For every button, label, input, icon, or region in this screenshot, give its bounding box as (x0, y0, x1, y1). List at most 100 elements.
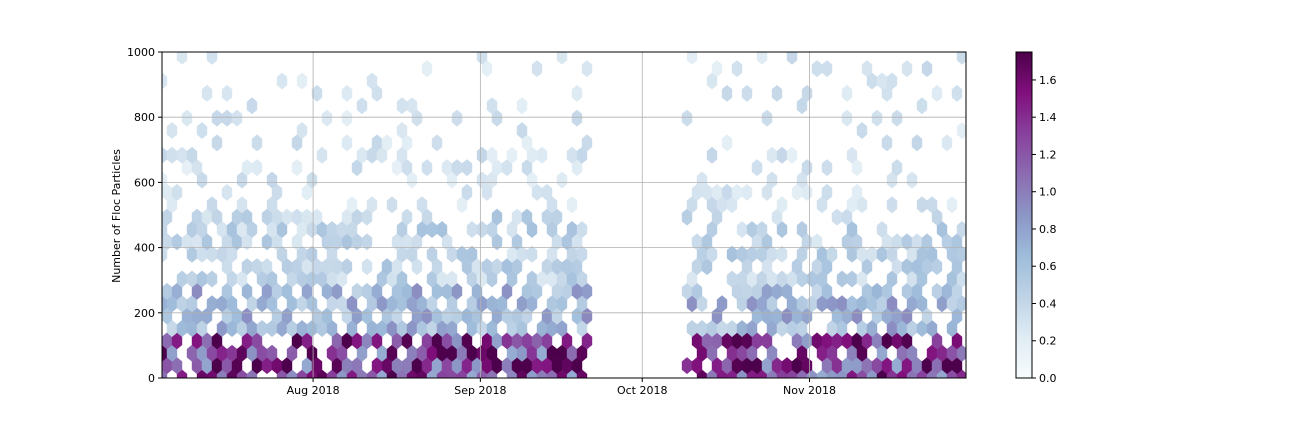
hexbin-cell (541, 183, 553, 201)
hexbin-cell (841, 109, 853, 127)
hexbin-cell (356, 97, 368, 115)
hexbin-cell (861, 60, 873, 78)
y-tick-label: 800 (134, 111, 155, 124)
colorbar-tick-label: 1.6 (1039, 74, 1057, 87)
hexbin-cell (711, 60, 723, 78)
hexbin-cell (296, 122, 308, 140)
hexbin-cell (821, 159, 833, 177)
hexbin-cell (341, 84, 353, 102)
hexbin-cell (911, 134, 923, 152)
hexbin-cell (386, 196, 398, 214)
hexbin-cell (291, 159, 303, 177)
hexbin-cell (821, 60, 833, 78)
hexbin-cell (366, 72, 378, 90)
x-tick-label: Nov 2018 (783, 384, 836, 397)
hexbin-cell (276, 72, 288, 90)
hexbin-cell (162, 72, 168, 90)
hexbin-cell (166, 122, 178, 140)
hexbin-cell (466, 245, 478, 263)
hexbin-cell (721, 134, 733, 152)
colorbar-tick-label: 1.4 (1039, 111, 1057, 124)
hexbin-cell (206, 196, 218, 214)
hexbin-cell (956, 221, 966, 239)
x-axis: Aug 2018 Sep 2018 Oct 2018 Nov 2018 (287, 378, 836, 397)
hexbin-cell (406, 97, 418, 115)
hexbin-cell (451, 109, 463, 127)
hexbin-cell (496, 52, 498, 53)
hexbin-cell (181, 109, 193, 127)
hexbin-cell (566, 196, 578, 214)
hexbin-cell (221, 183, 233, 201)
hexbin-cell (576, 221, 588, 239)
hexbin-cell (361, 233, 373, 251)
hexbin-cell (266, 171, 278, 189)
colorbar-tick-label: 1.0 (1039, 186, 1057, 199)
hexbin-cell (526, 245, 538, 263)
hexbin-cell (381, 134, 393, 152)
hexbin-cell (856, 122, 868, 140)
y-tick-label: 0 (148, 372, 155, 385)
hexbin-cell (921, 233, 933, 251)
hexbin-cell (346, 196, 358, 214)
hexbin-cell (786, 146, 798, 164)
hexbin-cell (716, 295, 728, 313)
y-tick-label: 1000 (127, 46, 155, 59)
plot-frame (161, 51, 967, 379)
hexbin-cell (846, 146, 858, 164)
x-tick-label: Aug 2018 (287, 384, 340, 397)
hexbin-cell (251, 159, 263, 177)
hexbin-cell (341, 258, 353, 276)
hexbin-cell (296, 72, 308, 90)
colorbar (1015, 51, 1033, 379)
hexbin-cell (766, 171, 778, 189)
hexbin-cell (306, 245, 318, 263)
hexbin-cell (246, 52, 248, 53)
hexbin-cell (536, 146, 548, 164)
hexbin-cell (162, 171, 168, 189)
hexbin-cell (251, 134, 263, 152)
hexbin-cell (941, 134, 953, 152)
y-axis-label: Number of Floc Particles (110, 149, 123, 283)
hexbin-cell (531, 60, 543, 78)
hexbin-cell (556, 171, 568, 189)
hexbin-cell (461, 183, 473, 201)
hexbin-cell (341, 109, 353, 127)
hexbin-cell (851, 183, 863, 201)
hexbin-cell (731, 60, 743, 78)
hexbin-cell (951, 84, 963, 102)
colorbar-tick-label: 0.8 (1039, 223, 1057, 236)
hexbin-cell (411, 282, 423, 300)
hexbin-cell (891, 109, 903, 127)
colorbar-tick-label: 0.2 (1039, 335, 1057, 348)
hexbin-cell (926, 196, 938, 214)
hexbin-cell (571, 84, 583, 102)
hexbin-cell (491, 208, 503, 226)
hexbin-cell (946, 196, 958, 214)
x-tick-label: Sep 2018 (454, 384, 506, 397)
hexbin-cell (751, 159, 763, 177)
hexbin-cell (446, 270, 458, 288)
hexbin-cell (366, 196, 378, 214)
hexbin-cell (421, 60, 433, 78)
hexbin-cell (906, 171, 918, 189)
hexbin-cell (886, 72, 898, 90)
y-axis: 0 200 400 600 800 1000 (127, 46, 162, 385)
hexbin-cell (771, 84, 783, 102)
hexbin-cell (461, 159, 473, 177)
hexbin-cell (876, 221, 888, 239)
hexbin-cell (266, 344, 278, 362)
hexbin-cell (246, 97, 258, 115)
colorbar-tick-label: 1.2 (1039, 148, 1057, 161)
hexbin-cell (516, 122, 528, 140)
hexbin-cell (311, 84, 323, 102)
hexbin-cell (891, 159, 903, 177)
x-tick-label: Oct 2018 (617, 384, 668, 397)
hexbin-cell (931, 84, 943, 102)
hexbin-cell (341, 134, 353, 152)
colorbar-axis: 0.0 0.2 0.4 0.6 0.8 1.0 1.2 1.4 1.6 (1032, 74, 1057, 385)
hexbin-layer (162, 52, 966, 378)
hexbin-cell (886, 196, 898, 214)
hexbin-cell (826, 245, 838, 263)
hexbin-cell (486, 146, 498, 164)
